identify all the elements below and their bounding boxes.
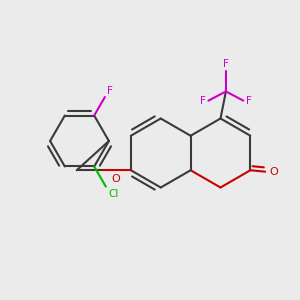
Text: O: O xyxy=(269,167,278,177)
Text: F: F xyxy=(223,58,229,68)
Text: O: O xyxy=(112,173,120,184)
Text: F: F xyxy=(107,85,113,95)
Text: Cl: Cl xyxy=(108,188,119,199)
Text: F: F xyxy=(246,96,252,106)
Text: F: F xyxy=(200,96,206,106)
